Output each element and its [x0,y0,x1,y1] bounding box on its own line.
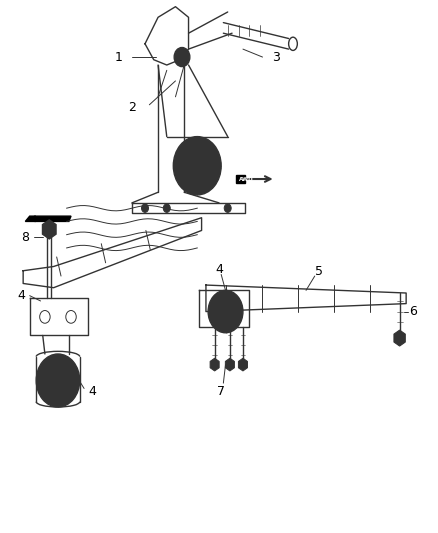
Circle shape [215,298,237,325]
Text: 2: 2 [128,101,136,114]
Polygon shape [25,216,71,221]
Circle shape [182,147,212,184]
Polygon shape [237,175,245,183]
Text: 5: 5 [315,265,323,278]
Text: 4: 4 [17,289,25,302]
Text: AWD: AWD [239,176,253,182]
Circle shape [36,354,80,407]
Text: 8: 8 [21,231,29,244]
Circle shape [208,290,243,333]
Circle shape [163,204,170,213]
Text: 4: 4 [215,263,223,276]
Circle shape [173,136,221,195]
Circle shape [53,374,63,387]
Circle shape [221,306,230,317]
Text: 3: 3 [272,51,279,63]
Circle shape [141,204,148,213]
Text: 7: 7 [217,385,225,398]
Text: 1: 1 [115,51,123,63]
Text: 4: 4 [89,385,97,398]
Circle shape [192,159,202,172]
Text: 6: 6 [409,305,417,318]
Circle shape [174,47,190,67]
Circle shape [179,53,185,61]
Circle shape [44,364,72,398]
Circle shape [224,204,231,213]
